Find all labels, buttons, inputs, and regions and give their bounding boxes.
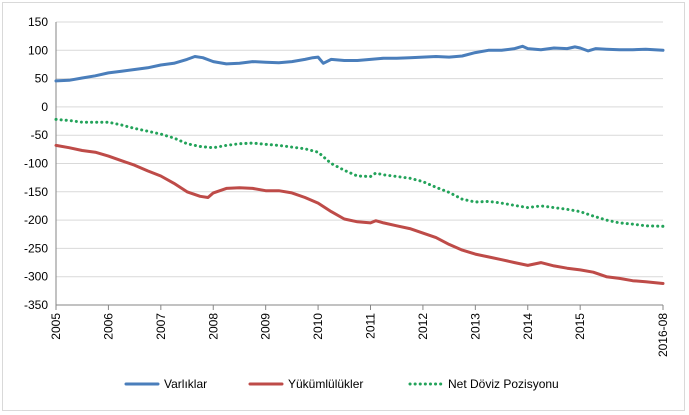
x-tick-label: 2010 [311,313,325,340]
y-tick-label: -100 [24,157,48,171]
x-tick-label: 2014 [521,313,535,340]
chart-frame [2,2,685,411]
legend-label-0: Varlıklar [164,377,207,391]
x-tick-label: 2013 [468,313,482,340]
x-tick-label: 2008 [206,313,220,340]
y-tick-label: 0 [41,100,48,114]
x-tick-label: 2015 [573,313,587,340]
legend-label-1: Yükümlülükler [288,377,363,391]
y-tick-label: -250 [24,241,48,255]
y-tick-label: -300 [24,270,48,284]
y-tick-label: 100 [28,43,48,57]
y-tick-label: 150 [28,15,48,29]
y-tick-label: -50 [31,128,49,142]
x-tick-label: 2011 [364,313,378,339]
y-tick-label: -150 [24,185,48,199]
y-tick-label: -200 [24,213,48,227]
series-line-0 [54,44,665,83]
x-tick-label: 2007 [154,313,168,340]
x-tick-label: 2005 [49,313,63,340]
legend-label-2: Net Döviz Pozisyonu [448,377,559,391]
x-tick-label: 2006 [101,313,115,340]
x-tick-label: 2009 [259,313,273,340]
series-line-1 [54,143,665,285]
x-tick-label: 2012 [416,313,430,340]
y-tick-label: -350 [24,298,48,312]
y-tick-label: 50 [35,72,49,86]
x-tick-label: 2016-08 [656,313,670,357]
